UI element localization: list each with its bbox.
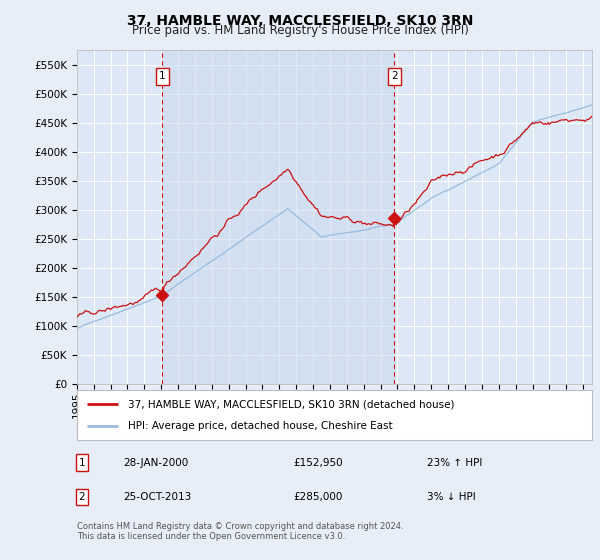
Bar bbox=[163, 50, 394, 384]
Text: Contains HM Land Registry data © Crown copyright and database right 2024.
This d: Contains HM Land Registry data © Crown c… bbox=[77, 522, 403, 542]
Text: HPI: Average price, detached house, Cheshire East: HPI: Average price, detached house, Ches… bbox=[128, 421, 393, 431]
Text: 3% ↓ HPI: 3% ↓ HPI bbox=[427, 492, 476, 502]
Text: 1: 1 bbox=[79, 458, 85, 468]
Text: £152,950: £152,950 bbox=[293, 458, 343, 468]
Text: 2: 2 bbox=[79, 492, 85, 502]
Text: Price paid vs. HM Land Registry's House Price Index (HPI): Price paid vs. HM Land Registry's House … bbox=[131, 24, 469, 37]
Text: £285,000: £285,000 bbox=[293, 492, 343, 502]
Text: 37, HAMBLE WAY, MACCLESFIELD, SK10 3RN: 37, HAMBLE WAY, MACCLESFIELD, SK10 3RN bbox=[127, 14, 473, 28]
Text: 37, HAMBLE WAY, MACCLESFIELD, SK10 3RN (detached house): 37, HAMBLE WAY, MACCLESFIELD, SK10 3RN (… bbox=[128, 399, 455, 409]
Text: 25-OCT-2013: 25-OCT-2013 bbox=[123, 492, 191, 502]
Text: 23% ↑ HPI: 23% ↑ HPI bbox=[427, 458, 482, 468]
Text: 1: 1 bbox=[159, 72, 166, 81]
Text: 2: 2 bbox=[391, 72, 398, 81]
Text: 28-JAN-2000: 28-JAN-2000 bbox=[123, 458, 188, 468]
